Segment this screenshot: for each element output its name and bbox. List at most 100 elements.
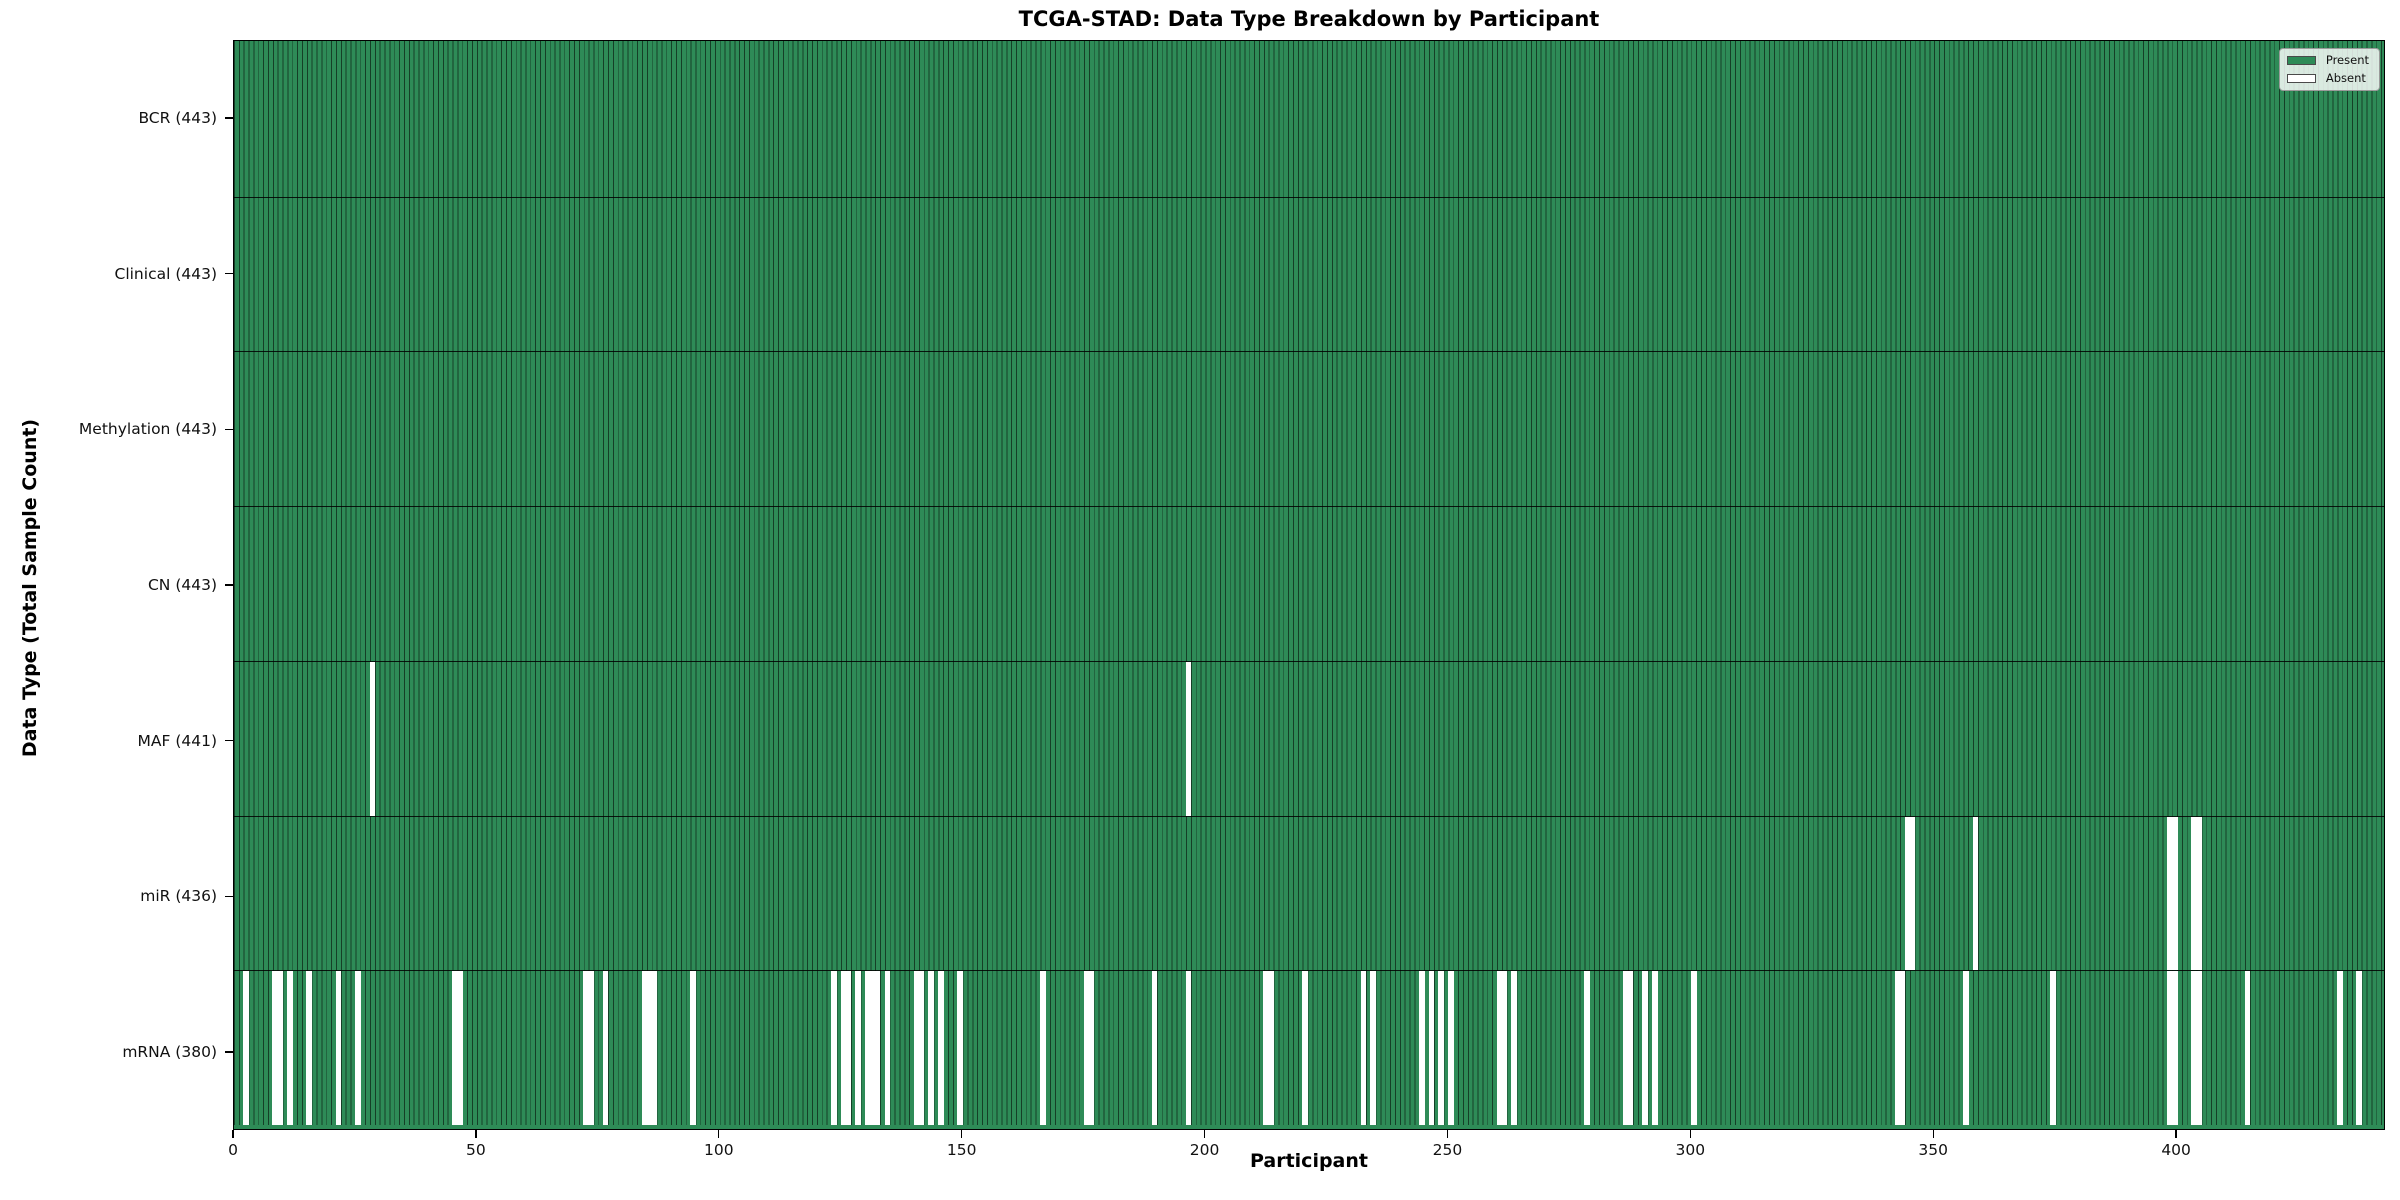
y-tick-mark-mRNA	[225, 1051, 233, 1053]
absent-bar-mRNA-263	[1511, 971, 1517, 1125]
x-tick-label-150: 150	[946, 1141, 977, 1159]
heatmap-row-MAF	[234, 660, 2384, 816]
absent-bar-mRNA-414	[2244, 971, 2251, 1125]
absent-bar-mRNA-234	[1370, 971, 1376, 1125]
absent-bar-mRNA-9	[277, 971, 283, 1125]
absent-bar-mRNA-403	[2191, 971, 2197, 1125]
absent-bar-mRNA-246	[1428, 971, 1435, 1125]
absent-bar-miR-358	[1972, 816, 1979, 971]
x-tick-label-350: 350	[1918, 1141, 1949, 1159]
absent-swatch-icon	[2286, 73, 2316, 83]
heatmap-row-Methylation	[234, 351, 2384, 507]
absent-bar-mRNA-260	[1496, 971, 1503, 1125]
legend-label-present: Present	[2325, 53, 2369, 67]
absent-bar-miR-404	[2196, 816, 2202, 971]
y-tick-mark-Methylation	[225, 428, 233, 430]
absent-bar-mRNA-278	[1584, 971, 1590, 1125]
absent-bar-mRNA-166	[1039, 971, 1046, 1125]
absent-bar-mRNA-15	[306, 971, 313, 1125]
absent-bar-mRNA-143	[928, 971, 934, 1125]
heatmap-rows	[234, 41, 2384, 1129]
x-tick-label-200: 200	[1189, 1141, 1220, 1159]
y-tick-label-CN: CN (443)	[147, 576, 217, 594]
absent-bar-mRNA-11	[287, 971, 293, 1125]
x-tick-label-300: 300	[1675, 1141, 1706, 1159]
absent-bar-mRNA-343	[1899, 971, 1906, 1125]
y-tick-label-Methylation: Methylation (443)	[78, 420, 217, 439]
x-tick-label-250: 250	[1432, 1141, 1463, 1159]
absent-bar-mRNA-8	[272, 971, 279, 1125]
legend-label-absent: Absent	[2325, 70, 2366, 85]
absent-bar-mRNA-72	[583, 971, 590, 1125]
heatmap-row-Clinical	[234, 196, 2384, 352]
x-tick-mark-150	[960, 1130, 963, 1138]
absent-bar-mRNA-292	[1652, 971, 1658, 1125]
heatmap-row-mRNA	[234, 970, 2384, 1125]
absent-bar-mRNA-356	[1962, 971, 1969, 1125]
x-tick-mark-400	[2175, 1130, 2177, 1138]
absent-bar-mRNA-85	[646, 971, 653, 1125]
absent-bar-miR-399	[2171, 816, 2178, 971]
absent-bar-mRNA-84	[641, 971, 648, 1125]
x-tick-mark-250	[1446, 1130, 1449, 1138]
chart-title: TCGA-STAD: Data Type Breakdown by Partic…	[1018, 7, 1600, 31]
x-tick-label-400: 400	[2161, 1141, 2191, 1159]
y-tick-label-MAF: MAF (441)	[137, 731, 218, 750]
absent-bar-mRNA-141	[918, 971, 925, 1125]
absent-bar-miR-403	[2191, 816, 2197, 971]
absent-bar-mRNA-46	[457, 971, 463, 1125]
absent-bar-mRNA-149	[957, 971, 964, 1125]
x-axis-label: Participant	[1249, 1150, 1368, 1172]
absent-bar-mRNA-404	[2196, 971, 2202, 1125]
x-tick-mark-0	[232, 1130, 234, 1138]
absent-bar-mRNA-21	[335, 971, 342, 1125]
y-tick-mark-miR	[225, 895, 233, 898]
heatmap-row-miR	[234, 815, 2384, 971]
y-tick-mark-BCR	[225, 117, 233, 119]
absent-bar-mRNA-140	[913, 971, 920, 1125]
absent-bar-mRNA-196	[1185, 971, 1192, 1125]
absent-bar-mRNA-244	[1418, 971, 1425, 1125]
absent-bar-mRNA-398	[2166, 971, 2173, 1125]
absent-bar-mRNA-126	[845, 971, 852, 1125]
absent-bar-mRNA-213	[1268, 971, 1274, 1125]
absent-bar-miR-398	[2166, 816, 2173, 971]
absent-bar-mRNA-342	[1894, 971, 1901, 1125]
absent-bar-mRNA-73	[588, 971, 594, 1125]
plot-area: Present Absent	[233, 40, 2385, 1130]
y-axis-label: Data Type (Total Sample Count)	[19, 418, 41, 758]
absent-bar-mRNA-250	[1448, 971, 1454, 1125]
absent-bar-mRNA-374	[2050, 971, 2057, 1125]
absent-bar-mRNA-25	[355, 971, 361, 1125]
absent-bar-mRNA-2	[243, 971, 249, 1125]
y-tick-label-BCR: BCR (443)	[138, 108, 217, 127]
x-tick-label-0: 0	[228, 1141, 238, 1159]
x-tick-mark-100	[718, 1130, 720, 1138]
absent-bar-mRNA-248	[1438, 971, 1444, 1125]
absent-bar-mRNA-76	[602, 971, 609, 1125]
absent-bar-mRNA-132	[874, 971, 881, 1125]
heatmap-row-BCR	[234, 41, 2384, 197]
x-tick-mark-50	[475, 1130, 477, 1138]
absent-bar-mRNA-94	[690, 971, 696, 1125]
absent-bar-mRNA-212	[1263, 971, 1270, 1125]
x-tick-mark-200	[1203, 1130, 1206, 1138]
y-tick-label-miR: miR (436)	[140, 887, 217, 906]
y-tick-mark-CN	[225, 584, 233, 586]
absent-bar-MAF-196	[1185, 661, 1192, 816]
x-tick-mark-300	[1689, 1130, 1692, 1138]
absent-bar-mRNA-290	[1642, 971, 1648, 1125]
absent-bar-mRNA-176	[1088, 971, 1095, 1125]
absent-bar-mRNA-261	[1501, 971, 1508, 1125]
absent-bar-mRNA-433	[2337, 971, 2343, 1125]
legend-item-present: Present	[2286, 53, 2369, 67]
absent-bar-mRNA-130	[865, 971, 871, 1125]
absent-bar-mRNA-232	[1360, 971, 1367, 1125]
heatmap-row-CN	[234, 506, 2384, 661]
absent-bar-mRNA-125	[840, 971, 847, 1125]
present-swatch-icon	[2286, 56, 2316, 66]
x-tick-label-100: 100	[703, 1141, 734, 1159]
y-tick-label-mRNA: mRNA (380)	[122, 1043, 217, 1062]
absent-bar-mRNA-287	[1627, 971, 1634, 1125]
